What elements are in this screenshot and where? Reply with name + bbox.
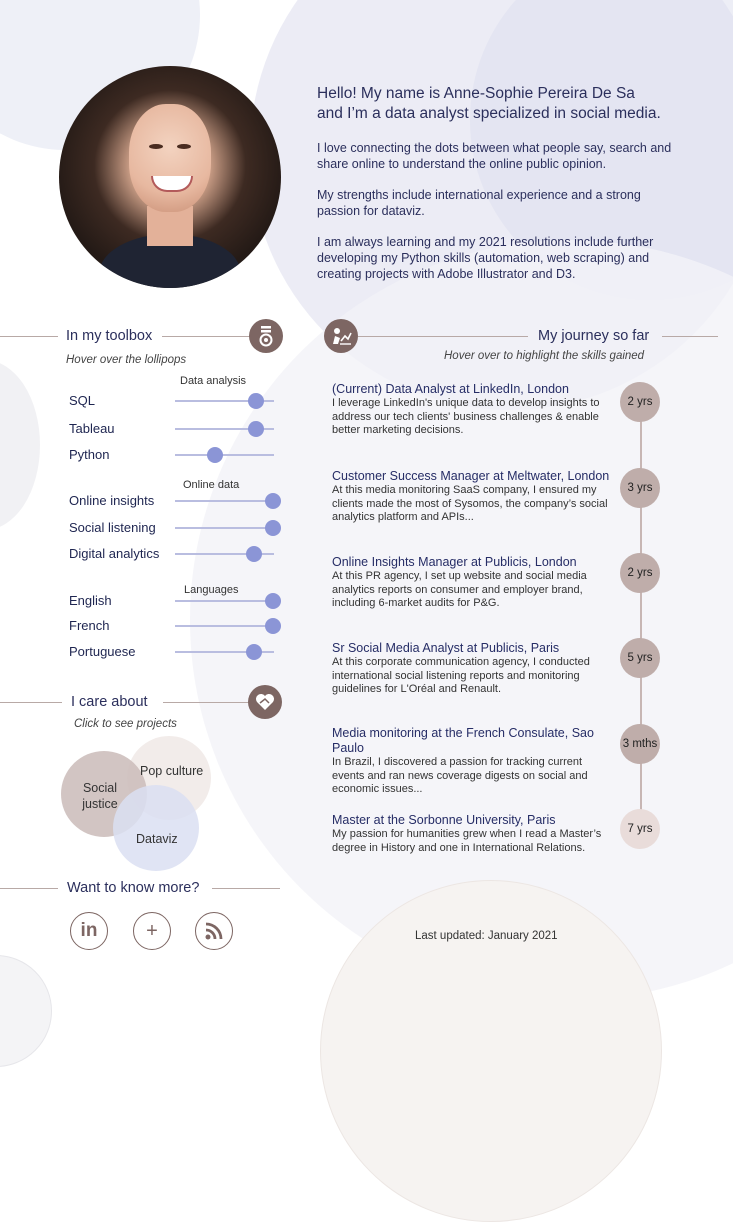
- duration-badge[interactable]: 5 yrs: [620, 638, 660, 678]
- venn-label-social-justice[interactable]: Social justice: [82, 781, 118, 811]
- journey-title: My journey so far: [538, 328, 650, 344]
- journey-item[interactable]: Online Insights Manager at Publicis, Lon…: [332, 555, 612, 611]
- lollipop-track: [175, 600, 274, 602]
- lollipop-dot[interactable]: [265, 593, 281, 609]
- skill-group-label: Online data: [183, 479, 240, 491]
- lollipop-dot[interactable]: [248, 421, 265, 437]
- heart-hands-icon: [248, 685, 282, 719]
- skill-label: Social listening: [69, 520, 156, 535]
- duration-badge[interactable]: 3 mths: [620, 724, 660, 764]
- intro-paragraph: I am always learning and my 2021 resolut…: [317, 235, 654, 281]
- journey-item-title: Online Insights Manager at Publicis, Lon…: [332, 555, 577, 569]
- duration-badge[interactable]: 7 yrs: [620, 809, 660, 849]
- skill-group-label: Data analysis: [180, 375, 247, 387]
- journey-item-description: At this corporate communication agency, …: [332, 656, 590, 695]
- timeline-line: [640, 395, 642, 835]
- intro-paragraph: My strengths include international exper…: [317, 188, 641, 218]
- medal-icon: [249, 319, 283, 353]
- skill-label: Digital analytics: [69, 546, 160, 561]
- venn-label-dataviz[interactable]: Dataviz: [136, 832, 178, 846]
- journey-item[interactable]: Sr Social Media Analyst at Publicis, Par…: [332, 641, 612, 697]
- care-title: I care about: [71, 694, 148, 710]
- lollipop-track: [175, 527, 274, 529]
- lollipop-track: [175, 400, 274, 402]
- journey-item-description: My passion for humanities grew when I re…: [332, 828, 602, 854]
- lollipop-dot[interactable]: [265, 618, 281, 634]
- more-title: Want to know more?: [67, 880, 200, 896]
- duration-badge[interactable]: 2 yrs: [620, 382, 660, 422]
- skill-label: English: [69, 593, 112, 608]
- person-chart-icon: [324, 319, 358, 353]
- lollipop-track: [175, 651, 274, 653]
- journey-item-title: Media monitoring at the French Consulate…: [332, 726, 594, 755]
- toolbox-hint: Hover over the lollipops: [66, 354, 187, 366]
- skill-label: SQL: [69, 393, 96, 408]
- journey-hint: Hover over to highlight the skills gaine…: [444, 350, 645, 362]
- skill-label: Portuguese: [69, 644, 136, 659]
- profile-photo: [59, 66, 281, 288]
- lollipop-dot[interactable]: [265, 493, 281, 509]
- journey-item[interactable]: Master at the Sorbonne University, Paris…: [332, 813, 612, 855]
- venn-dataviz[interactable]: [113, 785, 199, 871]
- journey-item[interactable]: (Current) Data Analyst at LinkedIn, Lond…: [332, 382, 612, 438]
- journey-item[interactable]: Customer Success Manager at Meltwater, L…: [332, 469, 612, 525]
- venn-label-pop-culture[interactable]: Pop culture: [140, 764, 204, 778]
- skill-group-label: Languages: [184, 584, 239, 596]
- skill-label: Tableau: [69, 421, 115, 436]
- lollipop-dot[interactable]: [246, 644, 263, 660]
- duration-badge[interactable]: 2 yrs: [620, 553, 660, 593]
- rss-icon[interactable]: rss: [195, 912, 233, 950]
- lollipop-track: [175, 500, 274, 502]
- intro: Hello! My name is Anne-Sophie Pereira De…: [317, 84, 672, 297]
- last-updated: Last updated: January 2021: [415, 930, 558, 942]
- toolbox-title: In my toolbox: [66, 328, 153, 344]
- linkedin-icon[interactable]: in: [70, 912, 108, 950]
- journey-item-title: Master at the Sorbonne University, Paris: [332, 813, 556, 827]
- journey-item-description: At this PR agency, I set up website and …: [332, 570, 587, 609]
- lollipop-track: [175, 454, 274, 456]
- rss-glyph: [205, 922, 223, 940]
- lollipop-track: [175, 625, 274, 627]
- lollipop-dot[interactable]: [265, 520, 281, 536]
- journey-item[interactable]: Media monitoring at the French Consulate…: [332, 726, 612, 797]
- skill-label: Python: [69, 447, 110, 462]
- skill-label: Online insights: [69, 493, 155, 508]
- intro-hello: Hello! My name is Anne-Sophie Pereira De…: [317, 85, 661, 122]
- lollipop-dot[interactable]: [246, 546, 263, 562]
- journey-item-title: Sr Social Media Analyst at Publicis, Par…: [332, 641, 560, 655]
- lollipop-dot[interactable]: [206, 447, 223, 463]
- lollipop-dot[interactable]: [248, 393, 265, 409]
- journey-item-description: In Brazil, I discovered a passion for tr…: [332, 756, 588, 795]
- journey-item-title: Customer Success Manager at Meltwater, L…: [332, 469, 610, 483]
- tableau-icon[interactable]: +: [133, 912, 171, 950]
- journey-item-title: (Current) Data Analyst at LinkedIn, Lond…: [332, 382, 569, 396]
- journey-item-description: At this media monitoring SaaS company, I…: [332, 484, 608, 523]
- duration-badge[interactable]: 3 yrs: [620, 468, 660, 508]
- skill-label: French: [69, 618, 110, 633]
- care-hint: Click to see projects: [74, 718, 177, 730]
- lollipop-track: [175, 428, 274, 430]
- lollipop-track: [175, 553, 274, 555]
- intro-paragraph: I love connecting the dots between what …: [317, 141, 672, 171]
- journey-item-description: I leverage LinkedIn's unique data to dev…: [332, 397, 600, 436]
